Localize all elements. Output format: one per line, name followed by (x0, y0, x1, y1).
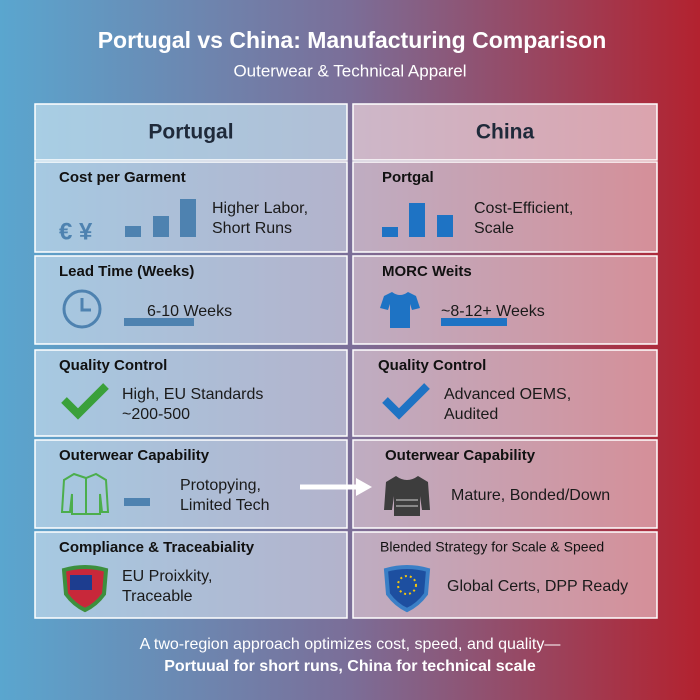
bar-icon (441, 318, 507, 326)
clock-hands (80, 298, 91, 312)
card-text: Mature, Bonded/Down (451, 487, 610, 504)
card-title: Lead Time (Weeks) (59, 263, 194, 280)
sweater-stripes (396, 499, 418, 507)
card-text: High, EU Standards (122, 386, 263, 403)
card-title: Portgal (382, 169, 434, 186)
card-title: Blended Strategy for Scale & Speed (380, 539, 604, 555)
card (352, 349, 658, 437)
card (34, 349, 348, 437)
card-title: Outerwear Capability (385, 447, 536, 464)
card-text: 6-10 Weeks (147, 303, 232, 320)
column-heading: China (476, 121, 535, 144)
cards: Portugal Cost per Garment € ¥ Higher Labor,… (34, 103, 658, 619)
shield-icon (383, 565, 431, 613)
card-title: Quality Control (59, 357, 167, 374)
bar-icon (382, 227, 398, 237)
bar-icon (124, 498, 150, 506)
card-title: Quality Control (378, 357, 486, 374)
subtitle: Outerwear & Technical Apparel (233, 61, 466, 80)
footer-line: A two-region approach optimizes cost, sp… (140, 636, 561, 653)
bar-icon (437, 215, 453, 237)
column-header (34, 103, 348, 161)
footer-line: Portuual for short runs, China for techn… (164, 658, 536, 675)
card-text: Short Runs (212, 220, 292, 237)
icons (60, 199, 507, 613)
card-title: Compliance & Traceabiality (59, 539, 255, 556)
card-text: Audited (444, 406, 498, 423)
card-text: Global Certs, DPP Ready (447, 578, 628, 595)
card-text: ~8-12+ Weeks (441, 303, 545, 320)
column-header (352, 103, 658, 161)
card (34, 255, 348, 345)
card-text: Traceable (122, 588, 193, 605)
card (352, 161, 658, 253)
bar-icon (153, 216, 169, 237)
card-title: MORC Weits (382, 263, 472, 280)
bar-icon (409, 203, 425, 237)
title: Portugal vs China: Manufacturing Compari… (98, 27, 607, 53)
card-text: Advanced OEMS, (444, 386, 571, 403)
check-icon (61, 383, 109, 420)
jacket-icon (60, 472, 110, 515)
bar-icon (124, 318, 194, 326)
clock-icon (62, 289, 102, 329)
card-title: Cost per Garment (59, 169, 186, 186)
card-text: EU Proixkity, (122, 568, 212, 585)
shield-flag (70, 575, 92, 590)
card-text: Cost-Efficient, (474, 200, 573, 217)
sweater-icon (384, 476, 430, 516)
tshirt-icon (380, 292, 420, 328)
column-heading: Portugal (148, 121, 233, 144)
check-icon (382, 383, 430, 420)
arrow-head (356, 478, 372, 496)
card-title: Outerwear Capability (59, 447, 210, 464)
eu-stars (397, 575, 417, 595)
card-text: Protopying, (180, 477, 261, 494)
card-text: Higher Labor, (212, 200, 308, 217)
currency-symbols: € ¥ (59, 218, 93, 245)
card-text: Scale (474, 220, 514, 237)
bar-icon (125, 226, 141, 237)
card-text: ~200-500 (122, 406, 190, 423)
bar-icon (180, 199, 196, 237)
card-text: Limited Tech (180, 497, 270, 514)
